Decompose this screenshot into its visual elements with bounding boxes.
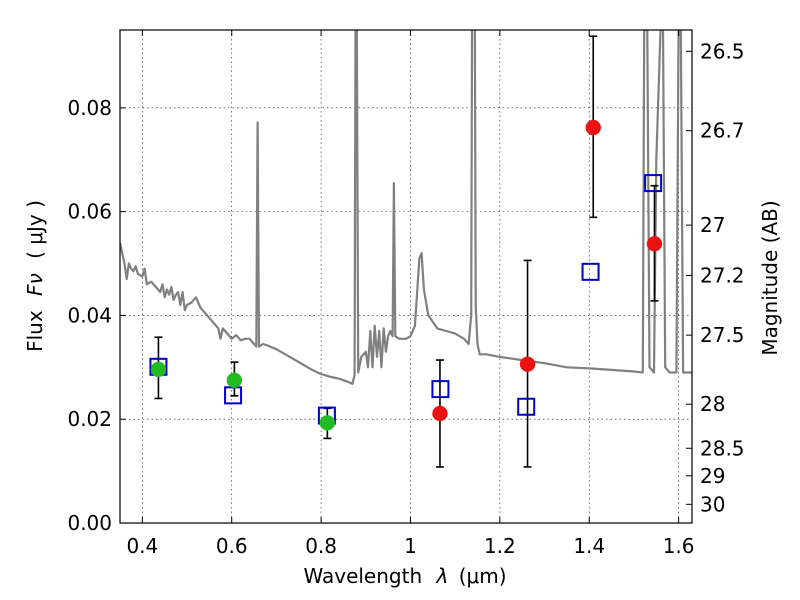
red-detection-point [585, 119, 601, 136]
y-tick-label: 0.04 [67, 303, 112, 327]
magnitude-tick-label: 28 [700, 392, 725, 416]
x-tick-label: 0.6 [216, 534, 248, 558]
x-axis-label: Wavelength λ (μm) [303, 564, 506, 588]
model-sed-line [120, 30, 692, 385]
x-axis-label-text: Wavelength [303, 564, 422, 588]
plot-area [120, 30, 692, 468]
magnitude-tick-label: 27 [700, 213, 725, 237]
y-tick-label: 0.02 [67, 407, 112, 431]
red-detection-point [519, 356, 536, 372]
red-detection-point [432, 405, 448, 422]
model-photometry-square [644, 174, 663, 193]
magnitude-tick-label: 27.5 [700, 323, 745, 347]
magnitude-tick-label: 30 [700, 492, 725, 516]
green-detection-point [319, 415, 336, 431]
y-axis-label-symbol: Fν [23, 273, 47, 296]
y-tick-label: 0.00 [67, 511, 112, 535]
x-axis-label-symbol: λ [436, 564, 449, 588]
axes-frame [119, 29, 693, 524]
magnitude-tick-label: 29 [700, 464, 725, 488]
x-axis-label-unit: (μm) [459, 564, 507, 588]
x-tick-label: 1.6 [663, 534, 695, 558]
green-detection-point [226, 372, 243, 389]
magnitude-tick-label: 27.2 [700, 263, 745, 287]
magnitude-tick-label: 28.5 [700, 436, 745, 460]
model-photometry-square [517, 397, 536, 416]
model-photometry-square [581, 262, 600, 281]
x-tick-label: 1.4 [573, 534, 605, 558]
magnitude-tick-label: 26.5 [700, 39, 745, 63]
y-tick-label: 0.08 [67, 96, 112, 120]
ticks: 0.4 0.6 0.8 1 1.2 1.4 1.6 0.00 0.02 0.04 0.06 0.08 2… [67, 30, 745, 558]
x-tick-label: 0.4 [126, 534, 158, 558]
grid [120, 30, 692, 524]
y-tick-label: 0.06 [67, 200, 112, 224]
red-detection-point [646, 236, 663, 252]
x-tick-label: 0.8 [305, 534, 337, 558]
magnitude-axis-label: Magnitude (AB) [758, 200, 782, 355]
magnitude-tick-label: 26.7 [700, 119, 745, 143]
green-detection-point [150, 361, 167, 378]
y-axis-label-text: Flux [23, 310, 47, 352]
y-axis-label-unit: ( μJy ) [23, 200, 47, 259]
x-tick-label: 1.2 [484, 534, 516, 558]
model-photometry-square [431, 380, 450, 399]
y-axis-label: Flux Fν ( μJy ) [23, 200, 47, 352]
x-tick-label: 1 [404, 534, 417, 558]
